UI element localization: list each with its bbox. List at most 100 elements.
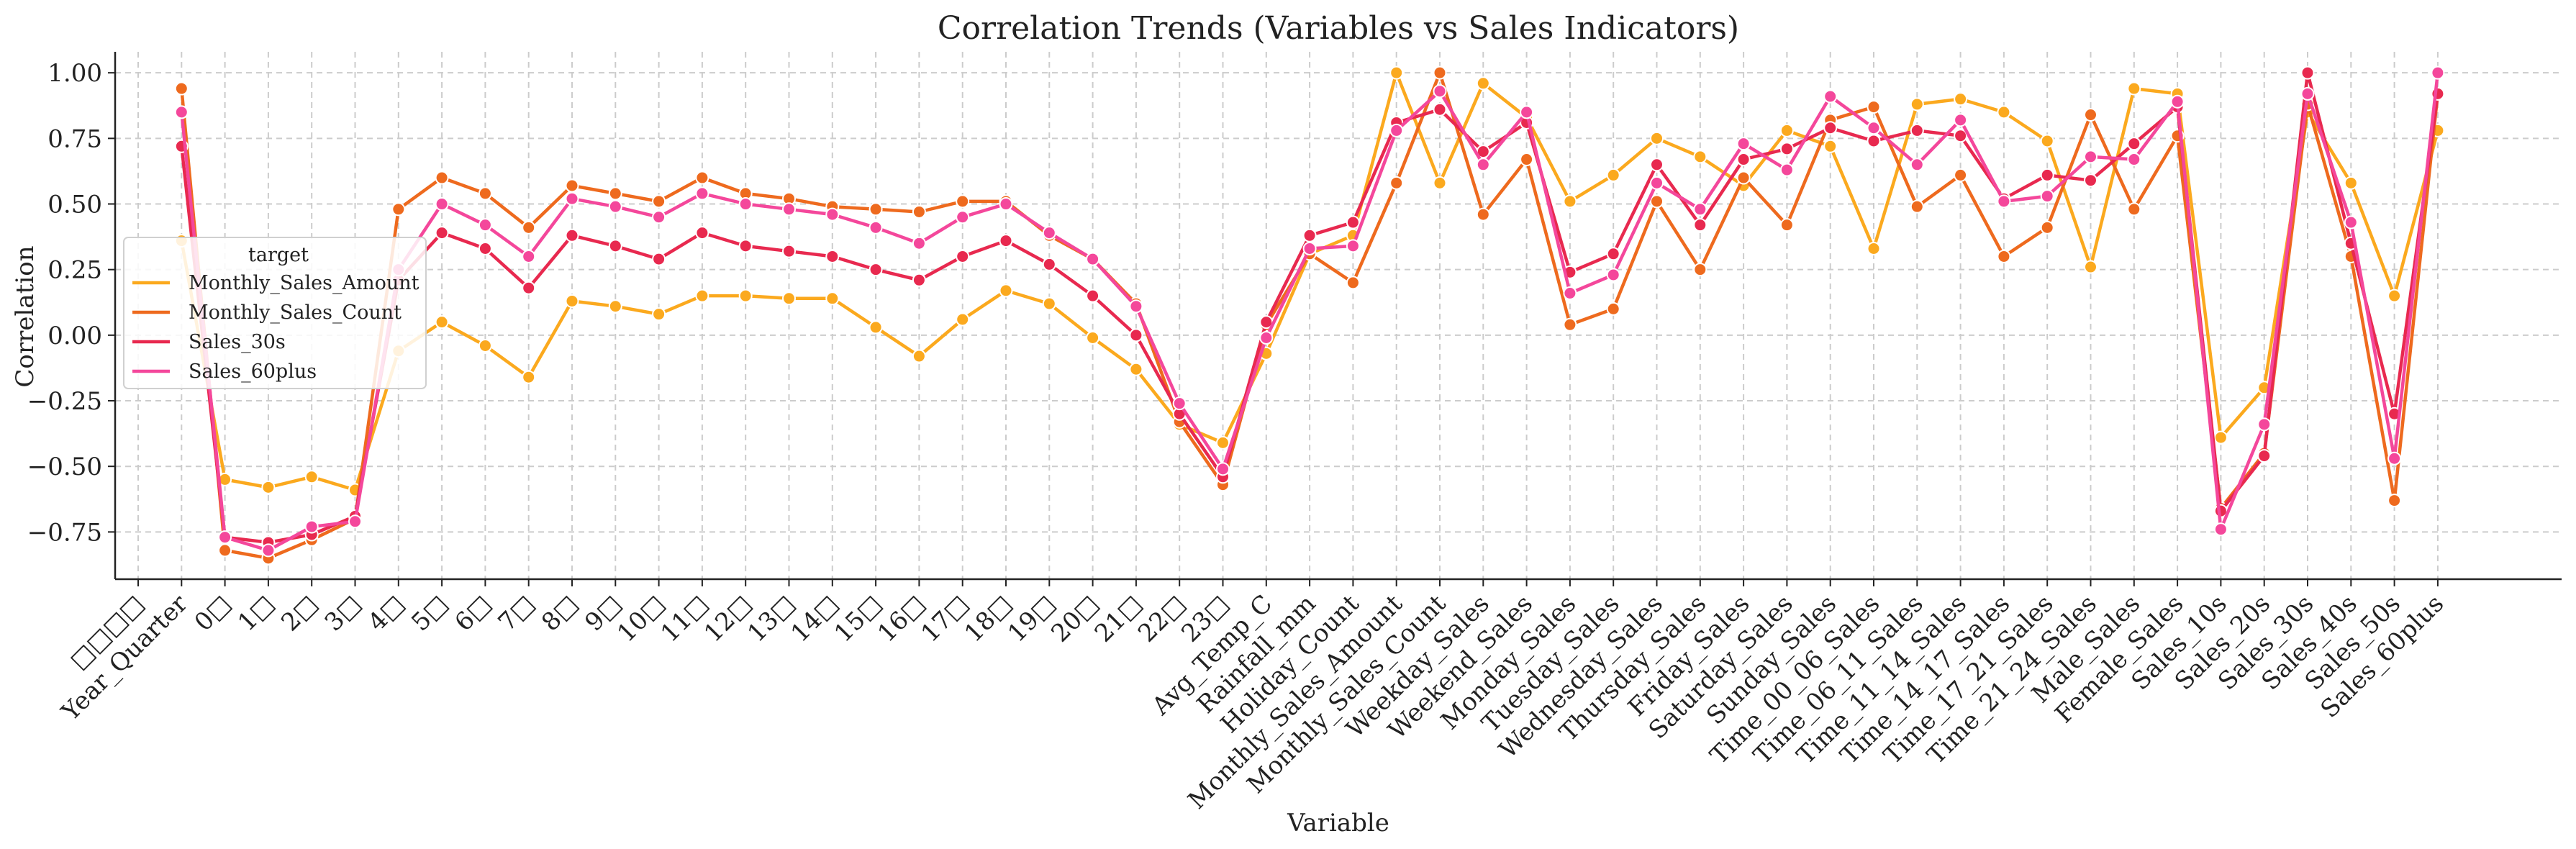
data-point: [1779, 218, 1794, 232]
data-point: [912, 236, 926, 250]
data-point: [1389, 176, 1404, 190]
x-tick-label: 5□: [406, 589, 453, 637]
data-point: [1389, 65, 1404, 80]
data-point: [1433, 176, 1447, 190]
legend-label: Monthly_Sales_Amount: [189, 272, 419, 294]
legend-title: target: [248, 244, 309, 266]
data-point: [738, 239, 753, 253]
data-point: [1476, 76, 1490, 91]
data-point: [825, 207, 840, 222]
legend: target Monthly_Sales_Amount Monthly_Sales_…: [123, 237, 427, 389]
y-tick-label: −0.50: [27, 453, 102, 481]
data-point: [2257, 449, 2272, 463]
legend-label: Monthly_Sales_Count: [189, 301, 402, 324]
data-point: [1476, 158, 1490, 172]
data-point: [1563, 286, 1577, 301]
data-point: [652, 307, 666, 322]
grid-layer: [115, 52, 2562, 579]
data-point: [999, 283, 1013, 298]
data-point: [2127, 153, 2141, 167]
data-point: [2300, 65, 2315, 80]
data-point: [1216, 435, 1230, 450]
data-point: [1172, 396, 1187, 411]
data-point: [1086, 330, 1100, 345]
data-point: [304, 519, 319, 534]
data-point: [956, 312, 970, 327]
x-tick-labels: □□□□Year_Quarter0□1□2□3□4□5□6□7□8□9□10□1…: [55, 589, 2449, 815]
data-point: [782, 202, 796, 217]
data-point: [999, 234, 1013, 248]
data-point: [522, 220, 536, 235]
x-tick-label: 11□: [656, 589, 715, 648]
data-point: [1563, 317, 1577, 332]
data-point: [391, 202, 406, 217]
data-point: [435, 171, 449, 185]
data-point: [1823, 139, 1838, 153]
data-point: [1910, 97, 1924, 112]
data-point: [1042, 226, 1056, 240]
data-point: [565, 178, 579, 193]
data-point: [1433, 102, 1447, 117]
data-point: [435, 226, 449, 240]
x-tick-label: 20□: [1046, 589, 1105, 648]
data-point: [1693, 218, 1707, 232]
data-point: [1042, 296, 1056, 311]
data-point: [1997, 194, 2011, 209]
data-point: [1650, 176, 1664, 190]
data-point: [435, 197, 449, 212]
data-point: [1433, 84, 1447, 99]
data-point: [652, 252, 666, 266]
data-point: [738, 289, 753, 303]
data-point: [565, 191, 579, 206]
data-point: [869, 202, 883, 217]
data-point: [869, 263, 883, 277]
data-point: [2127, 137, 2141, 151]
data-point: [1216, 462, 1230, 476]
data-point: [1129, 328, 1143, 342]
data-point: [1954, 168, 1968, 182]
axes-layer: [108, 52, 2562, 586]
data-point: [2387, 451, 2402, 466]
data-point: [1389, 123, 1404, 137]
data-point: [912, 204, 926, 219]
data-point: [2257, 417, 2272, 432]
data-point: [2040, 168, 2054, 182]
data-point: [1779, 163, 1794, 177]
data-point: [478, 218, 492, 232]
data-point: [1867, 242, 1881, 256]
y-tick-label: −0.25: [27, 387, 102, 416]
data-point: [1823, 89, 1838, 104]
data-point: [1650, 158, 1664, 172]
legend-label: Sales_30s: [189, 331, 286, 353]
x-tick-label: 2□: [276, 589, 323, 637]
data-point: [435, 315, 449, 330]
data-point: [1433, 65, 1447, 80]
y-axis-title: Correlation: [11, 245, 40, 387]
chart-title: Correlation Trends (Variables vs Sales I…: [938, 10, 1739, 47]
data-point: [1910, 158, 1924, 172]
data-point: [782, 291, 796, 306]
data-point: [1346, 239, 1360, 253]
series-Monthly_Sales_Amount: [174, 65, 2445, 497]
data-point: [1997, 105, 2011, 119]
x-tick-label: 17□: [915, 589, 974, 648]
data-point: [1650, 131, 1664, 145]
data-point: [1520, 153, 1534, 167]
data-point: [174, 81, 189, 96]
data-point: [261, 543, 276, 558]
data-point: [1736, 171, 1751, 185]
data-point: [218, 530, 232, 545]
data-point: [869, 220, 883, 235]
data-point: [2127, 81, 2141, 96]
data-point: [1823, 121, 1838, 135]
x-tick-label: 12□: [699, 589, 758, 648]
data-point: [1954, 92, 1968, 106]
data-point: [2344, 215, 2358, 230]
data-point: [1693, 150, 1707, 164]
data-point: [1563, 194, 1577, 209]
data-point: [738, 197, 753, 212]
data-point: [2084, 108, 2097, 122]
data-point: [1302, 242, 1317, 256]
data-point: [1736, 153, 1751, 167]
data-point: [608, 299, 622, 314]
